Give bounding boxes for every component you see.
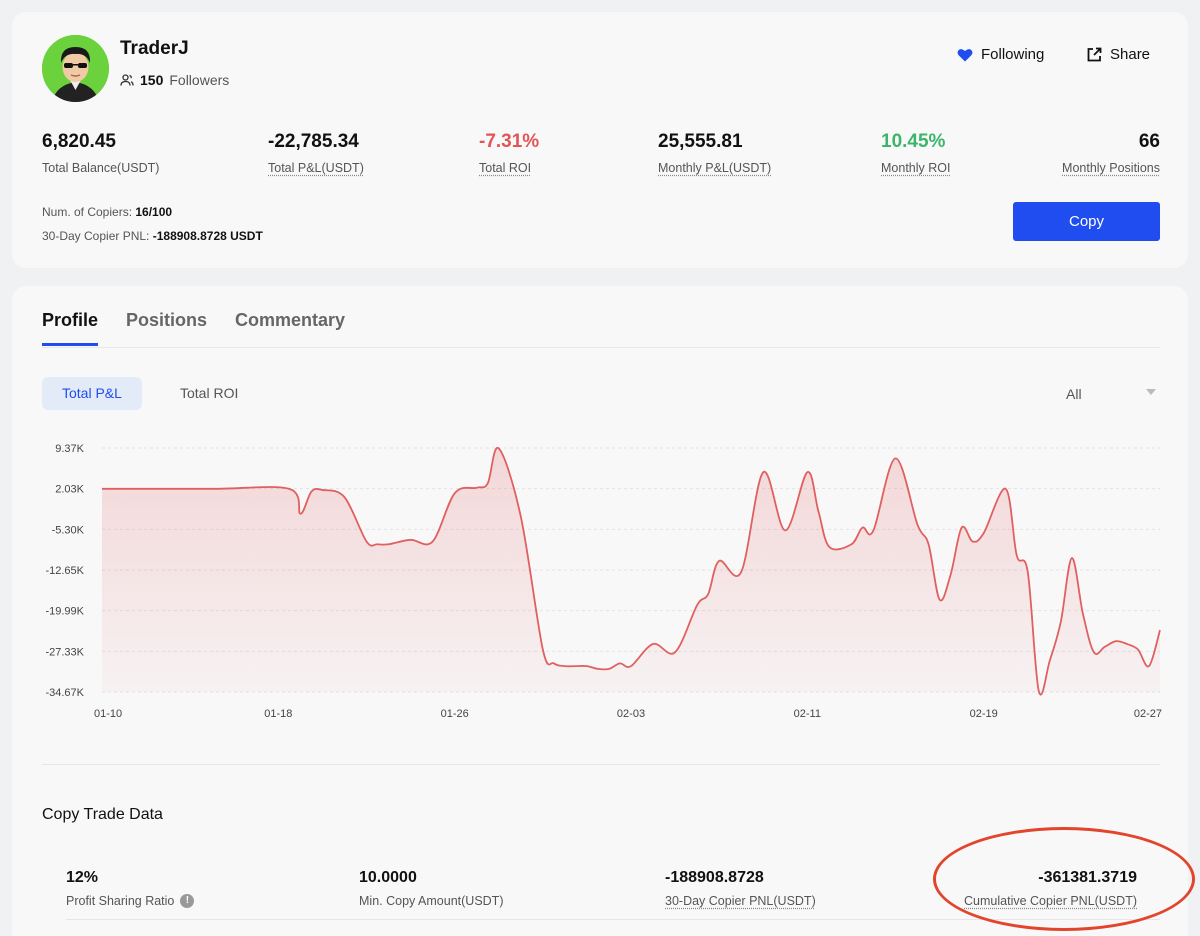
chevron-down-icon[interactable] bbox=[1146, 389, 1156, 395]
num-copiers: Num. of Copiers: 16/100 bbox=[42, 205, 173, 219]
copy-trade-title: Copy Trade Data bbox=[42, 806, 163, 823]
toggle-total-pnl[interactable]: Total P&L bbox=[42, 377, 142, 410]
copy-button[interactable]: Copy bbox=[1013, 202, 1160, 241]
x-tick-label: 01-26 bbox=[441, 708, 469, 720]
followers-label: Followers bbox=[169, 72, 230, 88]
stat-total-balance: 6,820.45 Total Balance(USDT) bbox=[42, 131, 160, 175]
x-tick-label: 02-11 bbox=[794, 708, 821, 720]
tab-commentary[interactable]: Commentary bbox=[235, 310, 346, 330]
annotation-circle bbox=[933, 827, 1195, 931]
copier-pnl-30d: 30-Day Copier PNL: -188908.8728 USDT bbox=[42, 229, 263, 243]
tabs-divider bbox=[42, 347, 1160, 348]
stat-monthly-positions[interactable]: 66 Monthly Positions bbox=[1062, 131, 1160, 175]
profile-card: Profile Positions Commentary Total P&L T… bbox=[12, 286, 1188, 936]
pnl-area bbox=[102, 447, 1160, 695]
toggle-total-roi[interactable]: Total ROI bbox=[180, 385, 239, 401]
x-tick-label: 02-27 bbox=[1134, 708, 1162, 720]
y-tick-label: 2.03K bbox=[55, 484, 84, 496]
avatar-illustration-icon bbox=[42, 35, 109, 102]
info-icon[interactable]: ! bbox=[180, 894, 195, 908]
y-tick-label: -19.99K bbox=[45, 606, 84, 618]
tab-bar: Profile Positions Commentary bbox=[42, 310, 345, 346]
x-tick-label: 02-19 bbox=[970, 708, 998, 720]
y-tick-label: -34.67K bbox=[45, 687, 84, 699]
tab-positions[interactable]: Positions bbox=[126, 310, 208, 330]
y-tick-label: -27.33K bbox=[45, 646, 84, 658]
following-label: Following bbox=[981, 46, 1045, 63]
stat-total-roi[interactable]: -7.31% Total ROI bbox=[479, 131, 540, 175]
x-tick-label: 01-18 bbox=[264, 708, 292, 720]
stat-monthly-pnl[interactable]: 25,555.81 Monthly P&L(USDT) bbox=[658, 131, 772, 175]
bottom-divider bbox=[66, 919, 1160, 920]
share-button[interactable]: Share bbox=[1087, 46, 1150, 63]
tab-profile[interactable]: Profile bbox=[42, 310, 99, 346]
copier-pnl-30d-stat[interactable]: -188908.8728 30-Day Copier PNL(USDT) bbox=[665, 869, 816, 908]
followers-number: 150 bbox=[140, 72, 164, 88]
avatar[interactable] bbox=[42, 35, 109, 102]
range-select[interactable]: All bbox=[1066, 386, 1082, 402]
y-tick-label: -12.65K bbox=[45, 565, 84, 577]
min-copy-amount: 10.0000 Min. Copy Amount(USDT) bbox=[359, 869, 504, 908]
trader-name: TraderJ bbox=[120, 38, 189, 59]
share-icon bbox=[1087, 47, 1102, 62]
x-tick-label: 01-10 bbox=[94, 708, 122, 720]
followers-count: 150 Followers bbox=[120, 72, 229, 88]
profit-sharing-ratio: 12% Profit Sharing Ratio ! bbox=[66, 868, 195, 908]
pnl-line[interactable] bbox=[102, 447, 1161, 696]
x-tick-label: 02-03 bbox=[617, 708, 645, 720]
stat-monthly-roi[interactable]: 10.45% Monthly ROI bbox=[881, 131, 951, 175]
following-button[interactable]: Following bbox=[957, 46, 1044, 63]
heart-icon bbox=[957, 48, 973, 61]
users-icon bbox=[120, 74, 134, 86]
trader-header-card: TraderJ 150 Followers Following Share 6,… bbox=[12, 12, 1188, 268]
stat-total-pnl[interactable]: -22,785.34 Total P&L(USDT) bbox=[268, 131, 364, 175]
y-tick-label: 9.37K bbox=[55, 443, 84, 455]
section-divider bbox=[42, 764, 1160, 765]
pnl-chart: 9.37K 2.03K -5.30K -12.65K -19.99K -27.33K -34… bbox=[45, 443, 1162, 720]
y-tick-label: -5.30K bbox=[52, 524, 85, 536]
share-label: Share bbox=[1110, 46, 1151, 63]
